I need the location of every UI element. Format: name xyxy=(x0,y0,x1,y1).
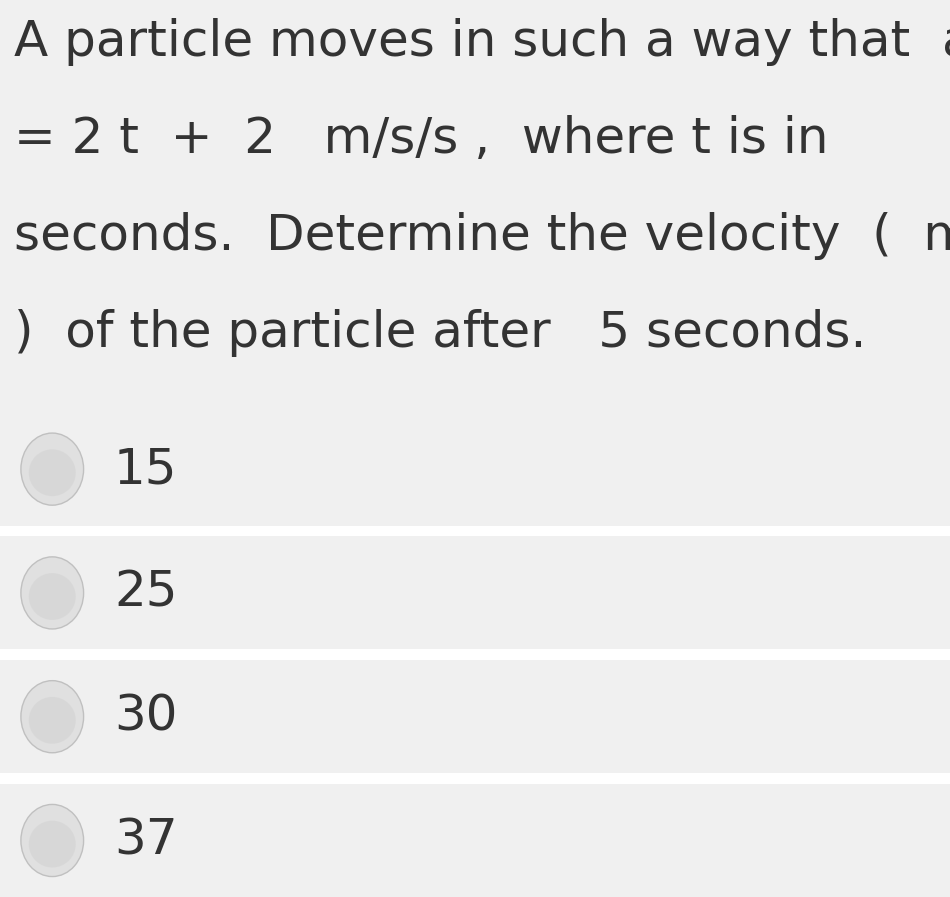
Text: A particle moves in such a way that  a: A particle moves in such a way that a xyxy=(14,18,950,66)
Text: 25: 25 xyxy=(114,569,178,617)
FancyBboxPatch shape xyxy=(0,0,950,404)
Ellipse shape xyxy=(28,449,76,496)
FancyBboxPatch shape xyxy=(0,413,950,526)
FancyBboxPatch shape xyxy=(0,773,950,784)
Text: )  of the particle after   5 seconds.: ) of the particle after 5 seconds. xyxy=(14,309,866,357)
Ellipse shape xyxy=(28,821,76,867)
Text: 37: 37 xyxy=(114,816,178,865)
Ellipse shape xyxy=(21,805,84,876)
FancyBboxPatch shape xyxy=(0,784,950,897)
FancyBboxPatch shape xyxy=(0,526,950,536)
Ellipse shape xyxy=(21,681,84,753)
FancyBboxPatch shape xyxy=(0,660,950,773)
Ellipse shape xyxy=(28,697,76,744)
Ellipse shape xyxy=(28,573,76,620)
Ellipse shape xyxy=(21,433,84,505)
Text: 30: 30 xyxy=(114,692,178,741)
Text: 15: 15 xyxy=(114,445,178,493)
FancyBboxPatch shape xyxy=(0,536,950,649)
Text: seconds.  Determine the velocity  (  m/s: seconds. Determine the velocity ( m/s xyxy=(14,212,950,260)
Ellipse shape xyxy=(21,557,84,629)
FancyBboxPatch shape xyxy=(0,649,950,660)
Text: = 2 t  +  2   m/s/s ,  where t is in: = 2 t + 2 m/s/s , where t is in xyxy=(14,115,828,163)
